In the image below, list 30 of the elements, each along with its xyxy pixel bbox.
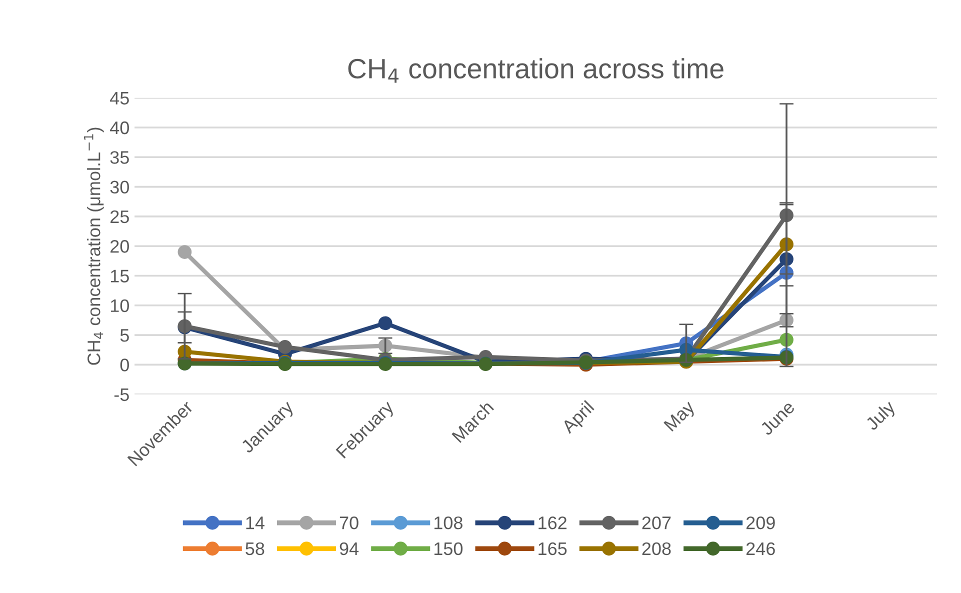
point (178, 245, 192, 259)
y-tick-label: 25 (110, 210, 129, 224)
legend-label: 94 (340, 542, 359, 556)
legend-label: 108 (434, 516, 462, 530)
legend-label: 14 (246, 516, 264, 530)
legend-label: 165 (538, 542, 567, 556)
y-tick-label: 15 (110, 270, 129, 282)
y-tick-label: 35 (110, 151, 129, 164)
legend-label: 246 (746, 542, 775, 556)
chart-title: CH$_{4}$ concentration across time (348, 58, 724, 83)
legend-label: 208 (642, 542, 671, 556)
y-tick-label: 20 (110, 240, 129, 253)
y-tick-label: -5 (114, 388, 129, 402)
legend-label: 162 (538, 516, 566, 530)
legend-label: 58 (246, 542, 264, 556)
x-tick-label: July (864, 399, 899, 434)
point (278, 340, 292, 354)
y-tick-label: 45 (110, 92, 129, 105)
legend-label: 209 (746, 516, 775, 530)
point (378, 316, 392, 330)
y-axis-title: CH$_{4}$ concentration (μmol.L$^{−1}$) (84, 128, 104, 365)
y-tick-label: 40 (110, 121, 129, 134)
legend-label: 70 (340, 516, 358, 530)
legend-label: 207 (642, 516, 671, 530)
y-tick-label: 10 (110, 299, 129, 312)
legend-label: 150 (434, 542, 463, 556)
y-tick-label: 30 (110, 180, 129, 194)
y-tick-label: 5 (120, 329, 129, 342)
y-tick-label: 0 (120, 358, 129, 372)
x-tick-label: May (664, 400, 698, 434)
